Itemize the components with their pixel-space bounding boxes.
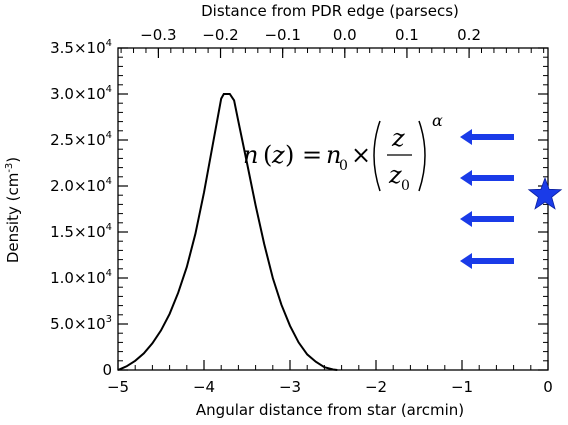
svg-text:z: z: [271, 141, 285, 169]
top-axis-label: Distance from PDR edge (parsecs): [201, 2, 459, 20]
top-tick-label: 0.0: [333, 26, 357, 44]
svg-text:): ): [285, 141, 294, 169]
x-tick-label: −4: [193, 378, 215, 396]
arrow-shaft: [470, 134, 514, 140]
arrow-head: [460, 211, 472, 227]
right-axis-ticks: [538, 47, 548, 371]
y-axis-label: Density (cm-3): [4, 157, 22, 263]
bottom-axis-ticks: [117, 360, 549, 370]
left-axis-ticks: [118, 47, 128, 371]
svg-text:α: α: [432, 111, 443, 130]
svg-text:0: 0: [401, 178, 410, 194]
svg-text:0: 0: [339, 158, 348, 174]
illumination-arrows: [460, 129, 514, 269]
plot-frame: [117, 47, 549, 371]
svg-text:×: ×: [351, 141, 371, 169]
arrow-shaft: [470, 258, 514, 264]
y-tick-label: 2.0×104: [50, 176, 112, 195]
svg-text:z: z: [388, 161, 402, 189]
left-tick-labels: 0 5.0×103 1.0×104 1.5×104 2.0×104 2.5×104 3.0×…: [50, 38, 112, 379]
top-tick-labels: −0.3 −0.2 −0.1 0.0 0.1 0.2: [140, 26, 481, 44]
x-tick-label: −2: [365, 378, 387, 396]
y-tick-label: 5.0×103: [50, 314, 112, 333]
top-tick-label: 0.1: [395, 26, 419, 44]
x-tick-label: 0: [543, 378, 553, 396]
arrow-shaft: [470, 216, 514, 222]
y-tick-label: 1.0×104: [50, 268, 112, 287]
svg-text:(: (: [263, 141, 272, 169]
svg-text:n: n: [243, 141, 258, 169]
svg-text:z: z: [391, 124, 405, 152]
arrow-head: [460, 170, 472, 186]
top-tick-label: −0.2: [202, 26, 238, 44]
formula-annotation: n ( z ) = n 0 × z z 0 α: [243, 111, 443, 194]
svg-text:n: n: [326, 141, 341, 169]
y-tick-label: 3.0×104: [50, 84, 112, 103]
top-tick-label: 0.2: [457, 26, 481, 44]
bottom-tick-labels: −5 −4 −3 −2 −1 0: [107, 378, 553, 396]
star-icon: [527, 176, 563, 210]
top-tick-label: −0.1: [264, 26, 300, 44]
arrow-shaft: [470, 175, 514, 181]
x-axis-label: Angular distance from star (arcmin): [196, 401, 464, 419]
arrow-head: [460, 253, 472, 269]
top-axis-ticks: [120, 48, 545, 58]
arrow-head: [460, 129, 472, 145]
x-tick-label: −1: [451, 378, 473, 396]
plot-border: [117, 47, 549, 371]
y-tick-label: 3.5×104: [50, 38, 112, 57]
y-tick-label: 2.5×104: [50, 130, 112, 149]
x-tick-label: −5: [107, 378, 129, 396]
x-tick-label: −3: [279, 378, 301, 396]
y-tick-label: 0: [102, 361, 112, 379]
top-tick-label: −0.3: [140, 26, 176, 44]
y-tick-label: 1.5×104: [50, 222, 112, 241]
series-line-density: [117, 93, 338, 371]
svg-text:=: =: [302, 141, 322, 169]
